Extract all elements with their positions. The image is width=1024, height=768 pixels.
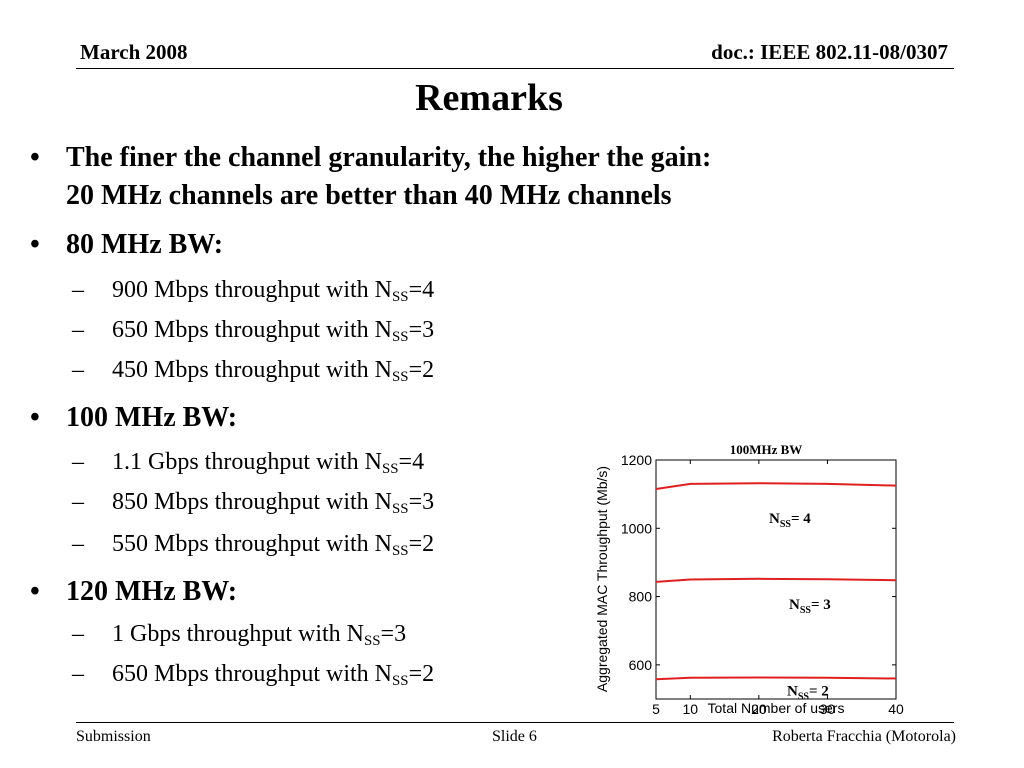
y-axis-label: Aggregated MAC Throughput (Mb/s) — [594, 466, 610, 692]
dash: – — [72, 531, 84, 557]
sub-bullet-text: 650 Mbps throughput with NSS=2 — [112, 661, 435, 689]
y-tick-label: 1200 — [621, 452, 652, 468]
series-label-nss-3: NSS= 3 — [789, 597, 831, 616]
footer-submission: Submission — [76, 728, 151, 745]
header-date: March 2008 — [80, 40, 188, 64]
x-axis-label: Total Number of users — [708, 700, 845, 716]
y-tick-label: 600 — [629, 657, 653, 673]
x-tick-label: 5 — [652, 701, 660, 717]
footer-author: Roberta Fracchia (Motorola) — [772, 728, 956, 745]
x-tick-label: 40 — [888, 701, 904, 717]
bullet-text: The finer the channel granularity, the h… — [66, 142, 712, 173]
bullet-dot: • — [30, 576, 40, 607]
series-lines — [655, 482, 897, 681]
dash: – — [72, 621, 84, 647]
series-label-nss-4: NSS= 4 — [769, 511, 811, 530]
y-tick-label: 800 — [629, 589, 653, 605]
series-labels: NSS= 4 NSS= 3 NSS= 2 — [769, 511, 831, 702]
bullet-text: 20 MHz channels are better than 40 MHz c… — [66, 180, 672, 211]
dash: – — [72, 489, 84, 515]
series-label-nss-2: NSS= 2 — [787, 683, 829, 702]
sub-bullet-text: 450 Mbps throughput with NSS=2 — [112, 357, 435, 385]
dash: – — [72, 357, 84, 383]
bullet-text: 80 MHz BW: — [66, 229, 224, 260]
sub-bullet-text: 850 Mbps throughput with NSS=3 — [112, 489, 435, 517]
sub-bullet-text: 550 Mbps throughput with NSS=2 — [112, 531, 435, 559]
x-tick-label: 10 — [682, 701, 698, 717]
throughput-chart: 100MHz BW Total Number of users Aggregat… — [594, 442, 904, 717]
dash: – — [72, 277, 84, 303]
header-rule — [76, 68, 954, 69]
dash: – — [72, 661, 84, 687]
x-tick-label: 20 — [751, 701, 767, 717]
series-line-nss-4 — [655, 482, 897, 490]
series-line-nss-3 — [655, 577, 897, 583]
bullet-dot: • — [30, 402, 40, 433]
y-tick-label: 1000 — [621, 520, 652, 536]
slide-title: Remarks — [415, 77, 563, 119]
dash: – — [72, 449, 84, 475]
series-line-nss-2 — [655, 676, 897, 681]
sub-bullet-text: 1 Gbps throughput with NSS=3 — [112, 621, 407, 649]
bullet-text: 100 MHz BW: — [66, 402, 238, 433]
sub-bullet-text: 900 Mbps throughput with NSS=4 — [112, 277, 435, 305]
x-tick-label: 30 — [820, 701, 836, 717]
bullet-text: 120 MHz BW: — [66, 576, 238, 607]
dash: – — [72, 317, 84, 343]
header-doc-id: doc.: IEEE 802.11-08/0307 — [711, 40, 948, 64]
sub-bullet-text: 1.1 Gbps throughput with NSS=4 — [112, 449, 425, 477]
bullet-dot: • — [30, 229, 40, 260]
footer-slide-number: Slide 6 — [492, 728, 537, 745]
axis-ticks: 5 10 20 30 40 600 800 1000 1200 — [621, 452, 904, 717]
chart-title: 100MHz BW — [730, 442, 803, 457]
footer-rule — [76, 722, 954, 723]
bullet-dot: • — [30, 142, 40, 173]
sub-bullet-text: 650 Mbps throughput with NSS=3 — [112, 317, 435, 345]
